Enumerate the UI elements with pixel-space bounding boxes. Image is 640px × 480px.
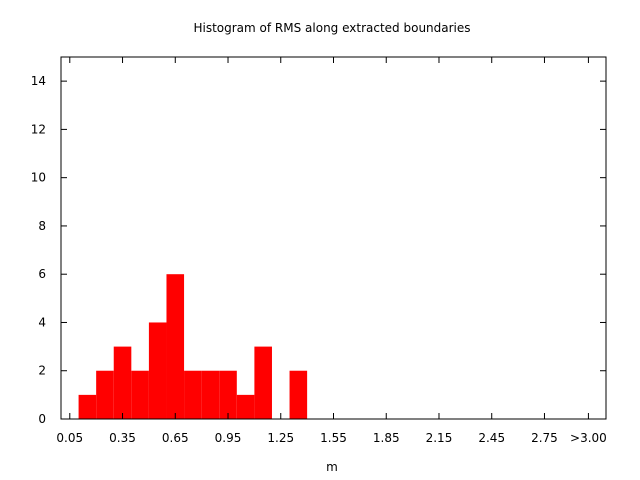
x-tick-label: 0.35 (109, 431, 136, 445)
x-tick-label: 2.45 (478, 431, 505, 445)
y-tick-label: 2 (38, 364, 46, 378)
x-tick-label: 1.85 (373, 431, 400, 445)
y-tick-label: 8 (38, 219, 46, 233)
y-axis: 0 2 4 6 8 10 12 14 (31, 74, 606, 426)
y-tick-label: 12 (31, 122, 46, 136)
chart-title: Histogram of RMS along extracted boundar… (193, 21, 470, 35)
histogram-bar (131, 370, 149, 419)
histogram-bar (148, 322, 167, 419)
x-tick-label: 0.65 (162, 431, 189, 445)
y-tick-label: 4 (38, 315, 46, 329)
y-tick-label: 10 (31, 171, 46, 185)
histogram-bar (219, 370, 237, 419)
x-tick-label: 0.05 (56, 431, 83, 445)
x-axis-label: m (326, 460, 338, 474)
x-tick-label: 2.15 (426, 431, 453, 445)
x-tick-label: 1.25 (267, 431, 294, 445)
x-tick-label: 1.55 (320, 431, 347, 445)
y-tick-label: 14 (31, 74, 46, 88)
bar-group (78, 274, 308, 419)
plot-frame (60, 56, 607, 420)
y-tick-label: 0 (38, 412, 46, 426)
histogram-bar (184, 370, 202, 419)
histogram-bar (78, 394, 97, 419)
x-tick-label: 2.75 (531, 431, 558, 445)
x-tick-label: 0.95 (215, 431, 242, 445)
histogram-bar (289, 370, 308, 419)
histogram-bar (236, 394, 255, 419)
histogram-bar (201, 370, 220, 419)
histogram-bar (166, 274, 185, 419)
histogram-bar (96, 370, 114, 419)
histogram-bar (113, 346, 132, 419)
y-tick-label: 6 (38, 267, 46, 281)
x-axis: 0.05 0.35 0.65 0.95 1.25 1.55 1.85 2.15 2.45 2.75… (56, 57, 607, 445)
histogram-bar (254, 346, 272, 419)
x-tick-label: >3.00 (570, 431, 607, 445)
